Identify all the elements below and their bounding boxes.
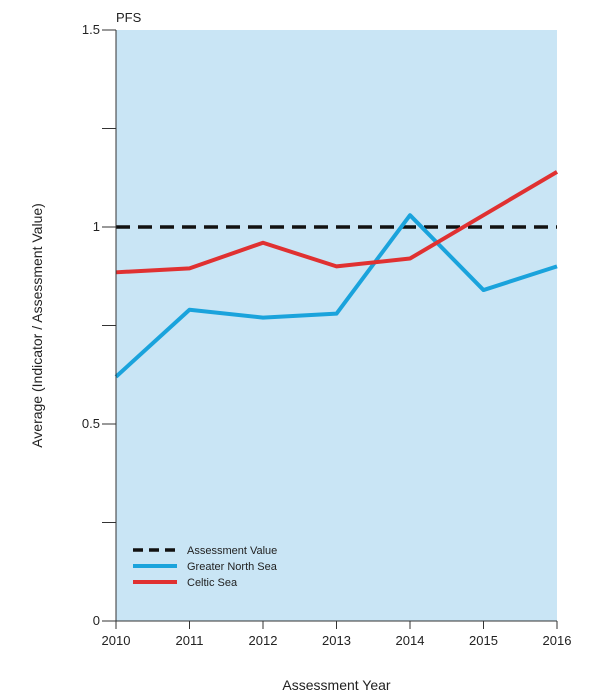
legend: Assessment Value Greater North Sea Celtic … — [133, 545, 278, 589]
x-tick-label: 2016 — [543, 633, 572, 648]
series-layer — [114, 170, 559, 379]
y-tick-label: 1.5 — [82, 22, 100, 37]
x-ticks: 2010 2011 2012 2013 2014 2015 2016 — [102, 621, 572, 648]
x-tick-label: 2015 — [469, 633, 498, 648]
y-tick-label: 0.5 — [82, 416, 100, 431]
x-tick-label: 2013 — [322, 633, 351, 648]
series-line-greater-north-sea — [114, 213, 558, 379]
legend-label: Greater North Sea — [187, 561, 278, 573]
series-line-celtic-sea — [115, 170, 559, 275]
x-tick-label: 2010 — [102, 633, 131, 648]
x-axis-label: Assessment Year — [282, 677, 391, 693]
legend-label: Assessment Value — [187, 545, 277, 557]
x-tick-label: 2012 — [249, 633, 278, 648]
x-tick-label: 2011 — [176, 633, 204, 648]
y-axis-label: Average (Indicator / Assessment Value) — [29, 203, 45, 448]
chart-title: PFS — [116, 10, 142, 25]
x-tick-label: 2014 — [396, 633, 425, 648]
plot-area — [116, 30, 557, 621]
legend-label: Celtic Sea — [187, 577, 238, 589]
y-tick-label: 1 — [93, 219, 100, 234]
y-ticks: 0 0.5 1 1.5 — [82, 22, 116, 628]
y-tick-label: 0 — [93, 613, 100, 628]
